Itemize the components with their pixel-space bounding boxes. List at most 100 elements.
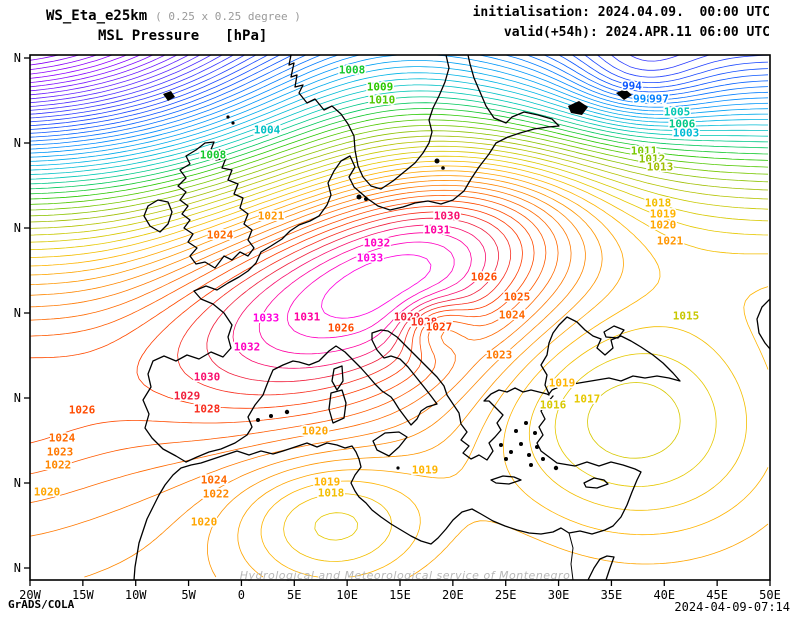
- coast-red-sea-suez: [587, 555, 615, 580]
- contour-label-1026: 1026: [69, 404, 96, 417]
- contour-label-1030: 1030: [434, 210, 461, 223]
- contour-label-1019: 1019: [314, 476, 341, 489]
- isobar-996: [30, 55, 769, 142]
- isobar-1015: [30, 145, 769, 236]
- contour-label-1023: 1023: [47, 446, 74, 459]
- x-tick-label: 35E: [601, 588, 623, 602]
- contour-label-1009: 1009: [367, 81, 394, 94]
- watermark: Hydrological and Meteorological service …: [240, 569, 571, 582]
- isobar-1022: [30, 180, 586, 578]
- field-units: [hPa]: [225, 28, 268, 44]
- isobar-991: [30, 55, 769, 123]
- isobar-983: [30, 55, 166, 92]
- contour-label-1020: 1020: [650, 219, 677, 232]
- island-dot: [364, 197, 368, 201]
- contour-label-1022: 1022: [45, 459, 72, 472]
- contour-label-1018: 1018: [645, 197, 672, 210]
- contour-label-1020: 1020: [302, 425, 329, 438]
- contour-label-1030: 1030: [194, 371, 221, 384]
- isobar-987: [30, 55, 212, 107]
- valid-time: valid(+54h): 2024.APR.11 06:00 UTC: [503, 25, 770, 40]
- contour-label-1023: 1023: [486, 349, 513, 362]
- isobar-981: [30, 55, 141, 83]
- isobar-1004: [30, 84, 768, 175]
- coast-black-sea: [540, 316, 681, 395]
- initialisation-time: initialisation: 2024.04.09. 00:00 UTC: [472, 5, 770, 20]
- generator-credit: GrADS/COLA: [8, 598, 75, 611]
- isobar-1010: [30, 119, 769, 205]
- river-nile: [568, 532, 574, 580]
- isobar-990: [30, 55, 710, 119]
- map-frame: 20W 15W 10W 5W 0 5E 10E 15E 20E 25E 30E 35E 40E 45E 50…: [14, 51, 781, 602]
- contour-label-994: 994: [622, 80, 642, 93]
- isobar-989: [30, 55, 680, 115]
- isobar-984: [30, 55, 178, 96]
- coast-britain: [177, 141, 255, 269]
- contour-label-1015: 1015: [673, 310, 700, 323]
- island-dot: [441, 166, 445, 170]
- creation-timestamp: 2024-04-09-07:14: [674, 600, 790, 614]
- contour-label-1020: 1020: [191, 516, 218, 529]
- isobar-986: [30, 55, 201, 104]
- isobar-1032: [286, 241, 455, 339]
- contour-label-1027: 1027: [426, 321, 453, 334]
- small-islands: [163, 89, 632, 471]
- x-tick-label: 0: [238, 588, 245, 602]
- y-tick-label: N: [14, 306, 21, 320]
- contour-label-1024: 1024: [49, 432, 76, 445]
- contour-label-1008: 1008: [200, 149, 227, 162]
- grid-resolution: ( 0.25 x 0.25 degree ): [155, 10, 301, 23]
- island-dot: [529, 463, 533, 467]
- island-dot: [524, 421, 528, 425]
- isobar-1027: [136, 205, 523, 409]
- contour-label-1004: 1004: [254, 124, 281, 137]
- x-tick-label: 10W: [125, 588, 147, 602]
- x-tick-label: 5E: [287, 588, 301, 602]
- isobar-1033: [321, 254, 432, 319]
- isobar-998: [30, 55, 769, 150]
- lake-onega: [616, 89, 632, 100]
- x-tick-label: 15E: [389, 588, 411, 602]
- isobar-1020: [30, 170, 769, 578]
- isobar-1005: [30, 90, 769, 180]
- isobar-982: [30, 55, 154, 88]
- header-field-line: MSL Pressure [hPa]: [98, 25, 267, 44]
- coast-ireland: [143, 199, 173, 233]
- isobar-978: [30, 55, 97, 70]
- isobar-995: [30, 55, 769, 138]
- contour-label-1011: 1011: [631, 145, 658, 158]
- isobar-977: [30, 55, 80, 66]
- contour-label-1029: 1029: [174, 390, 201, 403]
- contour-label-1026: 1026: [328, 322, 355, 335]
- y-tick-label: N: [14, 561, 21, 575]
- isobar-1013: [30, 135, 769, 223]
- contour-label-1017: 1017: [574, 393, 601, 406]
- contour-label-1024: 1024: [499, 309, 526, 322]
- isobar-992: [30, 55, 769, 126]
- isobar-1012: [30, 130, 769, 217]
- isobar-976: [30, 55, 59, 61]
- contour-label-1013: 1013: [647, 161, 674, 174]
- coastlines: [133, 55, 770, 580]
- island-sicily: [372, 431, 408, 457]
- contour-label-1020: 1020: [34, 486, 61, 499]
- island-dot: [541, 457, 545, 461]
- island-dot: [231, 121, 235, 125]
- x-tick-label: 10E: [336, 588, 358, 602]
- contour-label-1024: 1024: [207, 229, 234, 242]
- island-crete: [490, 475, 522, 485]
- isobar-1006: [30, 96, 769, 185]
- isobar-1026: [30, 200, 535, 444]
- island-dot: [514, 429, 518, 433]
- island-dot: [533, 431, 537, 435]
- isobar-997: [30, 55, 769, 146]
- y-axis-ticks: N N N N N N N: [14, 51, 30, 575]
- isobar-1008: [30, 108, 769, 195]
- contour-labels: 1004100810091010100899499899710051006100…: [32, 62, 701, 530]
- contour-label-1012: 1012: [639, 153, 666, 166]
- island-dot: [396, 466, 400, 470]
- field-name: MSL Pressure: [98, 28, 200, 44]
- coast-turkey-levant-north-africa: [133, 395, 642, 580]
- isobar-1019: [30, 165, 769, 578]
